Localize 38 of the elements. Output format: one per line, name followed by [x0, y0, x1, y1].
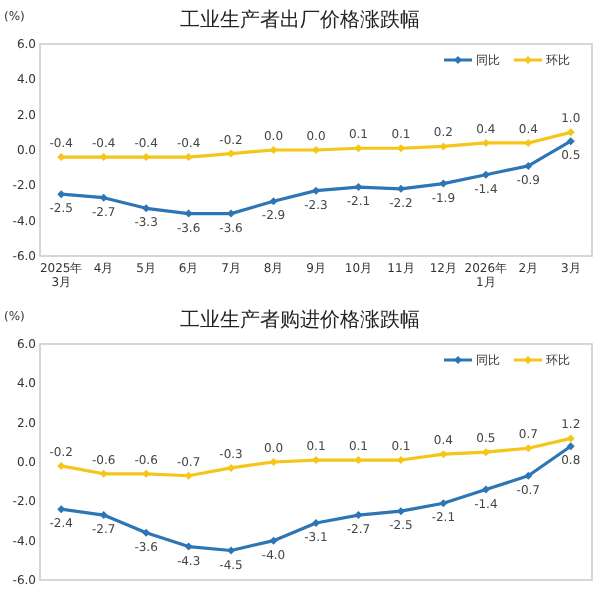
point [184, 153, 193, 162]
point [354, 456, 363, 465]
point [269, 146, 278, 154]
point [524, 444, 533, 453]
point [566, 434, 575, 443]
point [481, 170, 490, 179]
point [524, 471, 533, 480]
point [439, 450, 448, 459]
point [142, 528, 151, 537]
point [312, 518, 320, 527]
point [57, 461, 66, 470]
point [312, 146, 320, 154]
point [524, 138, 533, 147]
point [312, 456, 320, 465]
point [99, 511, 108, 520]
point [481, 485, 490, 494]
point [312, 186, 320, 195]
point [524, 161, 533, 170]
point [354, 144, 363, 153]
chart-title: 工业生产者购进价格涨跌幅 [180, 308, 420, 332]
point [142, 204, 151, 213]
point [566, 442, 575, 451]
point [227, 209, 236, 218]
point [142, 469, 151, 478]
point [269, 197, 278, 206]
point [99, 469, 108, 478]
point [439, 179, 448, 188]
point [354, 183, 363, 192]
chart-title: 工业生产者出厂价格涨跌幅 [180, 8, 420, 32]
point [269, 458, 278, 466]
point [566, 128, 575, 137]
point [99, 153, 108, 162]
point [566, 137, 575, 146]
point [439, 499, 448, 508]
point [354, 511, 363, 520]
point [184, 542, 193, 551]
point [269, 536, 278, 545]
point [227, 546, 236, 555]
